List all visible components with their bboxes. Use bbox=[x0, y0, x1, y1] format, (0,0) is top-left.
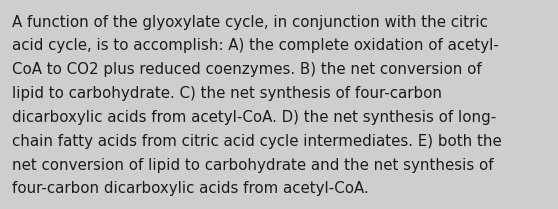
Text: A function of the glyoxylate cycle, in conjunction with the citric: A function of the glyoxylate cycle, in c… bbox=[12, 15, 488, 30]
Text: dicarboxylic acids from acetyl-CoA. D) the net synthesis of long-: dicarboxylic acids from acetyl-CoA. D) t… bbox=[12, 110, 496, 125]
Text: lipid to carbohydrate. C) the net synthesis of four-carbon: lipid to carbohydrate. C) the net synthe… bbox=[12, 86, 442, 101]
Text: acid cycle, is to accomplish: A) the complete oxidation of acetyl-: acid cycle, is to accomplish: A) the com… bbox=[12, 38, 499, 54]
Text: CoA to CO2 plus reduced coenzymes. B) the net conversion of: CoA to CO2 plus reduced coenzymes. B) th… bbox=[12, 62, 482, 77]
Text: net conversion of lipid to carbohydrate and the net synthesis of: net conversion of lipid to carbohydrate … bbox=[12, 158, 494, 173]
Text: chain fatty acids from citric acid cycle intermediates. E) both the: chain fatty acids from citric acid cycle… bbox=[12, 134, 502, 149]
Text: four-carbon dicarboxylic acids from acetyl-CoA.: four-carbon dicarboxylic acids from acet… bbox=[12, 181, 369, 196]
